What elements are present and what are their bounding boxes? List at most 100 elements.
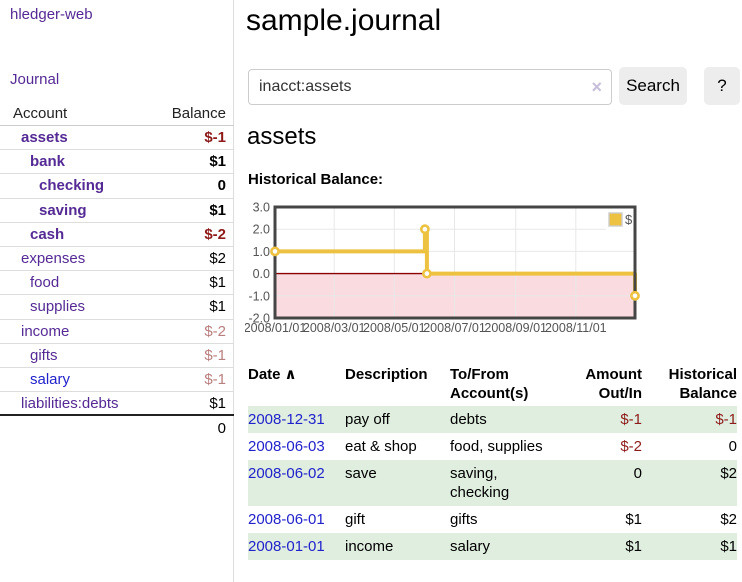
account-balance: 0	[217, 177, 226, 195]
help-button[interactable]: ?	[704, 67, 740, 105]
account-rows: assets $-1 bank $1 checking 0 saving $1 cash $-2 e…	[0, 126, 234, 417]
svg-text:2008/03/01: 2008/03/01	[303, 321, 366, 335]
account-balance: $1	[209, 298, 226, 316]
account-link-assets[interactable]: assets	[21, 129, 68, 147]
search-button[interactable]: Search	[619, 67, 687, 105]
svg-text:2008/11/01: 2008/11/01	[545, 321, 607, 335]
svg-text:2008/01/01: 2008/01/01	[245, 321, 306, 335]
account-balance: $-2	[204, 322, 226, 340]
account-link-expenses[interactable]: expenses	[21, 250, 86, 268]
register-amount-cell: 0	[633, 465, 642, 482]
register-balance-cell: $2	[720, 511, 737, 528]
svg-text:1.0: 1.0	[253, 245, 270, 259]
register-date-link[interactable]: 2008-01-01	[248, 538, 325, 555]
account-balance-table: Account Balance assets $-1 bank $1 checking 0…	[0, 102, 234, 442]
register-balance-cell: $-1	[715, 411, 737, 428]
account-row: liabilities:debts $1	[0, 392, 234, 417]
journal-link[interactable]: Journal	[10, 71, 60, 88]
svg-text:2008/09/01: 2008/09/01	[484, 321, 547, 335]
account-row: food $1	[0, 271, 234, 296]
register-table: Date ∧ Description To/From Account(s) Amount O…	[248, 363, 737, 560]
total-balance: 0	[217, 420, 226, 438]
account-link-checking[interactable]: checking	[39, 177, 105, 195]
account-row: checking 0	[0, 174, 234, 199]
register-row: 2008-06-01 gift gifts $1 $2	[248, 506, 737, 533]
register-date-link[interactable]: 2008-12-31	[248, 411, 325, 428]
account-row: salary $-1	[0, 368, 234, 393]
account-total-row: 0	[0, 416, 234, 442]
sort-asc-icon: ∧	[284, 366, 297, 383]
register-date-cell: 2008-06-02	[248, 460, 345, 506]
account-row: cash $-2	[0, 223, 234, 247]
account-balance: $-1	[204, 346, 226, 364]
search-input[interactable]	[249, 70, 611, 104]
register-column-header-to-from: To/From Account(s)	[450, 363, 556, 406]
svg-text:-1.0: -1.0	[248, 289, 270, 303]
account-link-saving[interactable]: saving	[39, 201, 87, 219]
account-balance: $-2	[204, 225, 226, 243]
register-header-line: Description	[345, 366, 428, 383]
search-box: ×	[248, 69, 612, 105]
register-column-header-description: Description	[345, 363, 450, 406]
account-row: assets $-1	[0, 126, 234, 151]
register-accounts-cell: saving, checking	[450, 465, 510, 501]
register-balance-cell: $2	[720, 465, 737, 482]
register-date-link[interactable]: 2008-06-02	[248, 465, 325, 482]
register-row: 2008-06-03 eat & shop food, supplies $-2 0	[248, 433, 737, 460]
register-header-line: Date ∧	[248, 366, 297, 383]
register-header-line: Historical	[668, 366, 737, 383]
register-balance-cell: $1	[720, 538, 737, 555]
account-link-cash[interactable]: cash	[30, 225, 65, 243]
register-description-cell: income	[345, 538, 394, 555]
register-amount-cell: $-1	[620, 411, 642, 428]
register-description-cell: save	[345, 465, 377, 482]
account-balance: $-1	[204, 129, 226, 147]
account-row: supplies $1	[0, 295, 234, 320]
chart-legend: $	[606, 210, 633, 230]
register-column-header-amount: Amount Out/In	[556, 363, 642, 406]
register-date-cell: 2008-06-03	[248, 433, 345, 460]
account-link-salary[interactable]: salary	[30, 370, 71, 388]
account-balance: $2	[209, 250, 226, 268]
account-link-supplies[interactable]: supplies	[30, 298, 86, 316]
account-row: gifts $-1	[0, 344, 234, 368]
register-date-cell: 2008-06-01	[248, 506, 345, 533]
register-date-cell: 2008-12-31	[248, 406, 345, 433]
register-row: 2008-06-02 save saving, checking 0 $2	[248, 460, 737, 506]
register-column-header-historical: Historical Balance	[642, 363, 737, 406]
svg-text:2008/05/01: 2008/05/01	[363, 321, 426, 335]
chart-title: Historical Balance:	[248, 171, 384, 188]
sidebar: hledger-web Journal Account Balance asse…	[0, 0, 234, 582]
account-balance: $1	[209, 394, 226, 412]
account-balance: $-1	[204, 370, 226, 388]
register-amount-cell: $1	[625, 538, 642, 555]
account-link-gifts[interactable]: gifts	[30, 346, 58, 364]
svg-text:0.0: 0.0	[253, 267, 270, 281]
account-link-liabilities-debts[interactable]: liabilities:debts	[21, 394, 119, 412]
register-header-line: To/From	[450, 366, 509, 383]
account-balance: $1	[209, 274, 226, 292]
register-header-line: Account(s)	[450, 385, 529, 402]
register-header-line: Amount	[585, 366, 642, 383]
register-accounts-cell: salary	[450, 538, 491, 555]
register-amount-cell: $-2	[620, 438, 642, 455]
account-table-header: Account Balance	[0, 102, 234, 126]
register-description-cell: eat & shop	[345, 438, 417, 455]
account-link-food[interactable]: food	[30, 274, 60, 292]
register-row: 2008-01-01 income salary $1 $1	[248, 533, 737, 560]
register-date-link[interactable]: 2008-06-01	[248, 511, 325, 528]
svg-text:2008/07/01: 2008/07/01	[423, 321, 486, 335]
app-title-link[interactable]: hledger-web	[10, 6, 93, 23]
register-column-header-date[interactable]: Date ∧	[248, 363, 345, 406]
register-accounts-cell: gifts	[450, 511, 478, 528]
svg-text:2.0: 2.0	[253, 223, 270, 237]
clear-icon[interactable]: ×	[591, 77, 602, 97]
register-description-cell: pay off	[345, 411, 390, 428]
account-link-income[interactable]: income	[21, 322, 70, 340]
register-accounts-cell: food, supplies	[450, 438, 543, 455]
register-amount-cell: $1	[625, 511, 642, 528]
register-row: 2008-12-31 pay off debts $-1 $-1	[248, 406, 737, 433]
svg-text:-2.0: -2.0	[248, 312, 270, 326]
account-link-bank[interactable]: bank	[30, 153, 66, 171]
register-date-link[interactable]: 2008-06-03	[248, 438, 325, 455]
